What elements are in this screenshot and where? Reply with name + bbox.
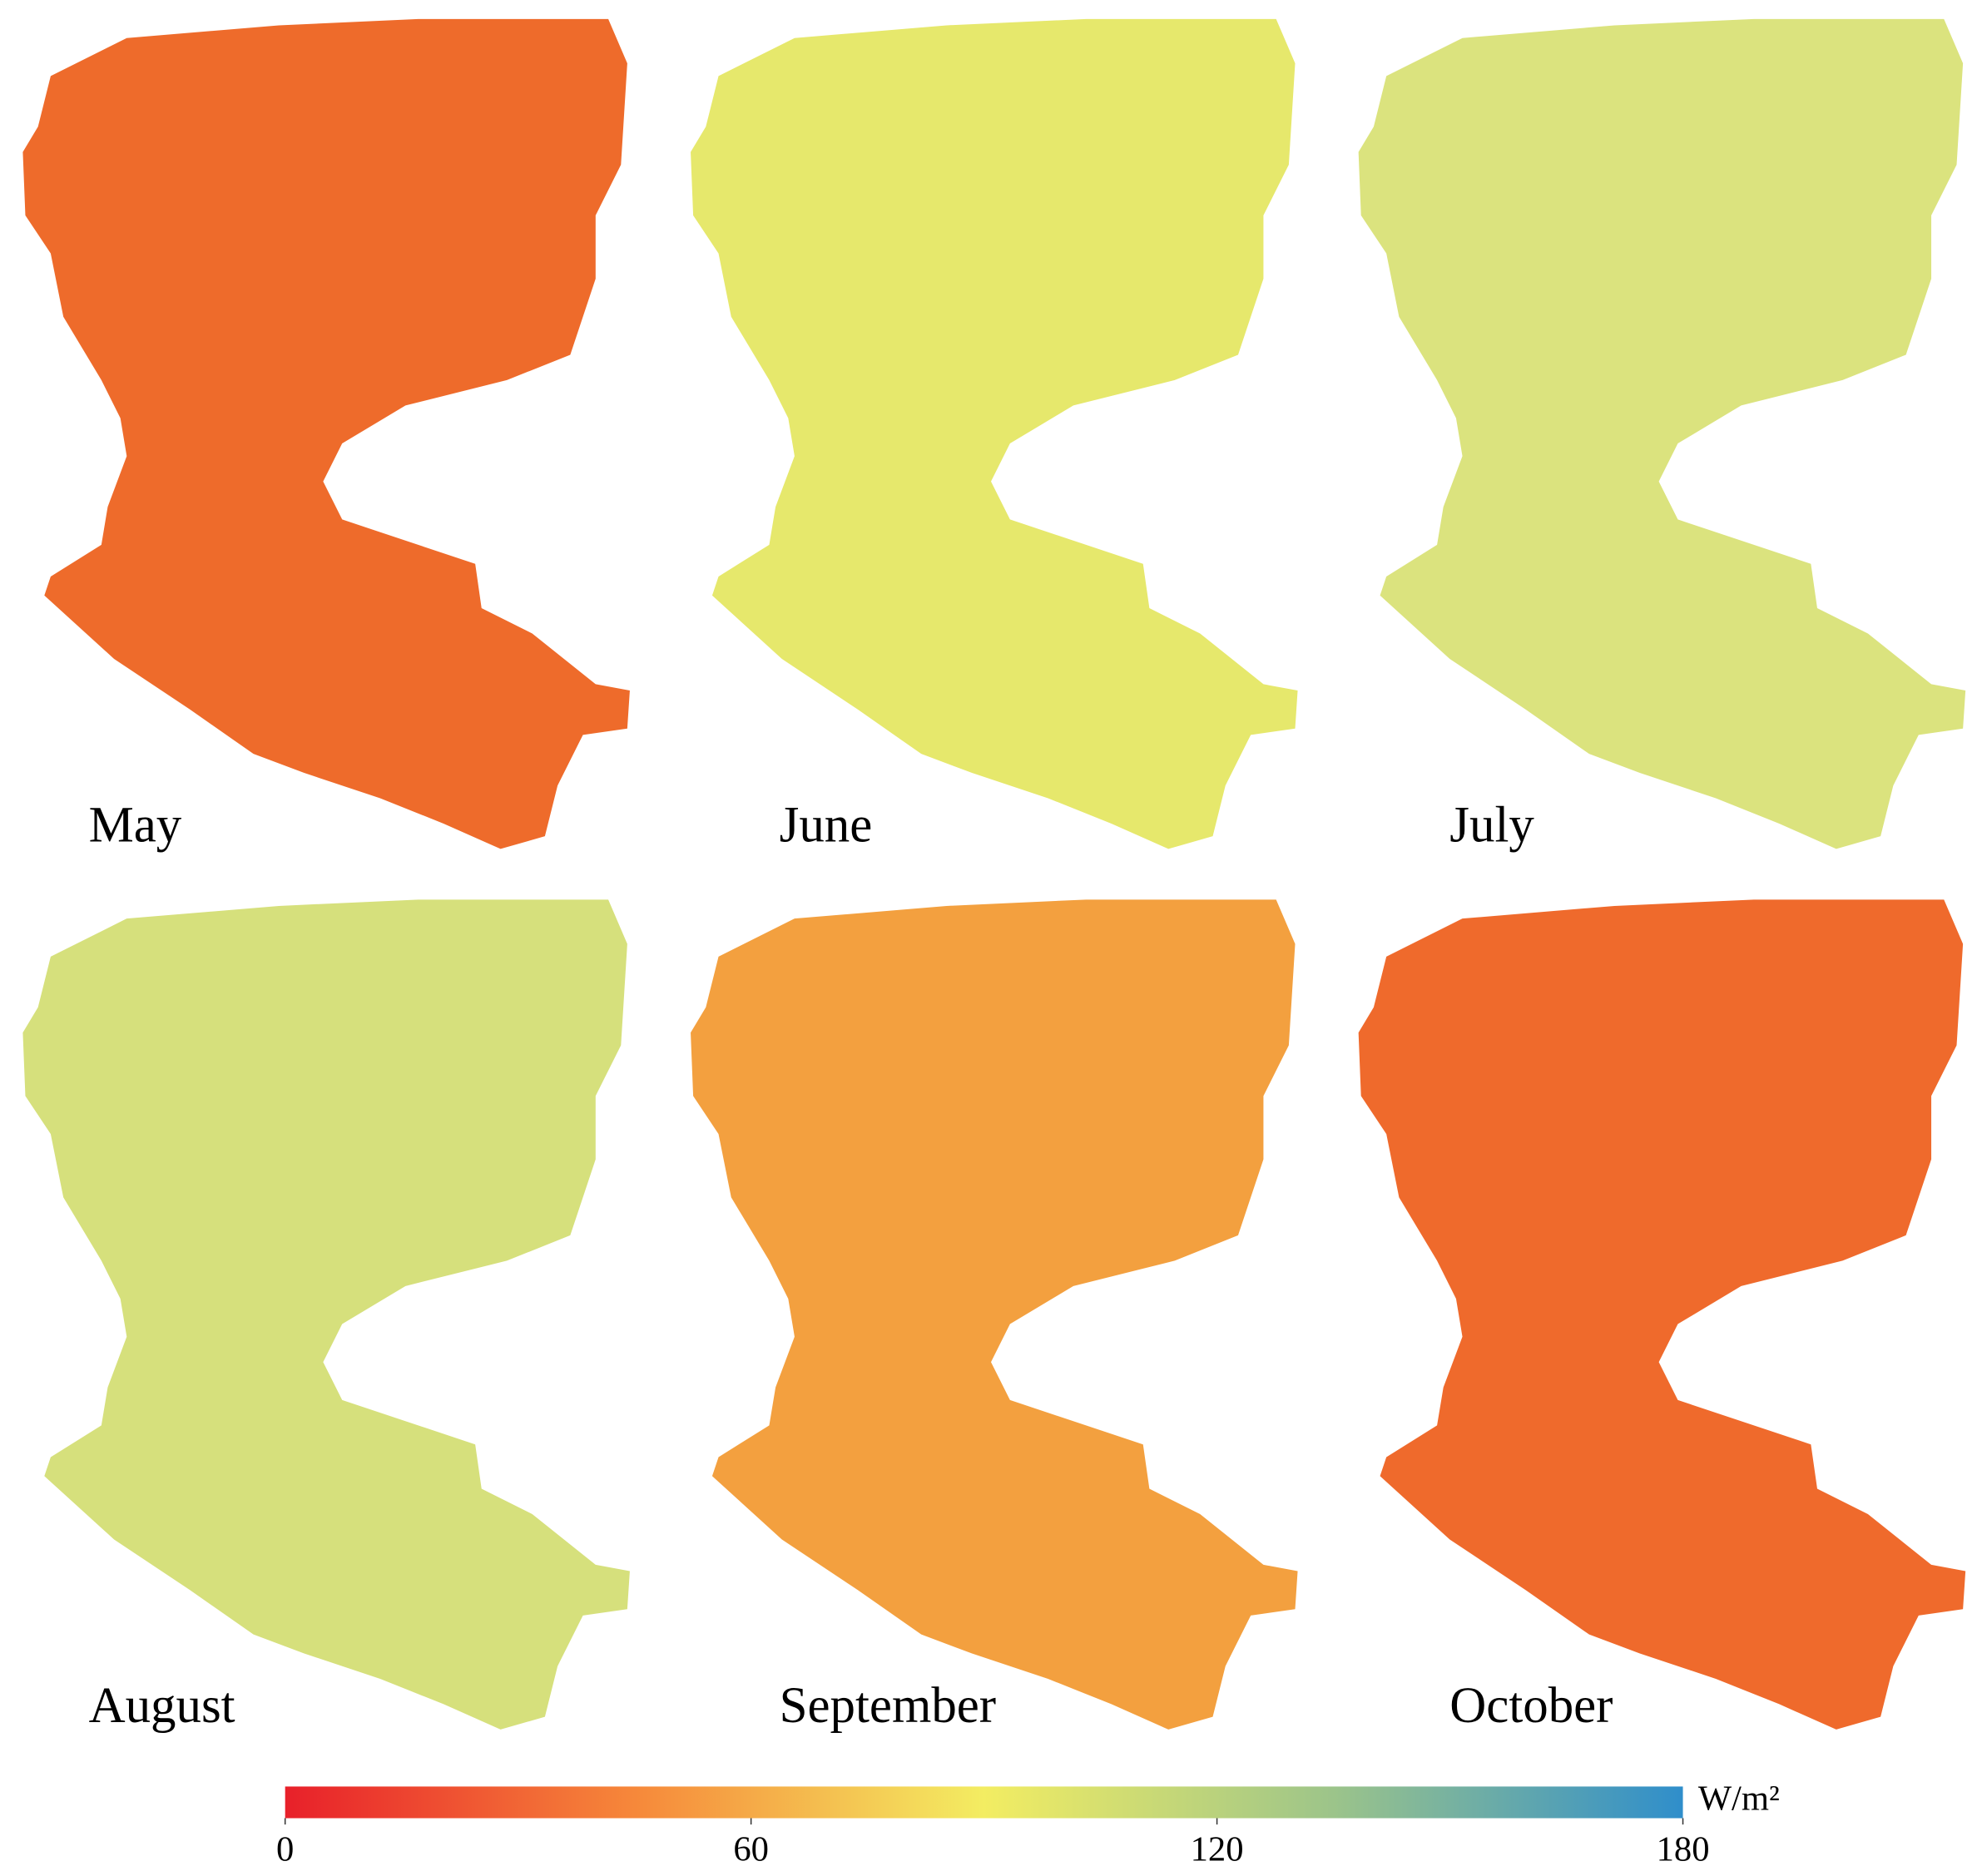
panel-label: August xyxy=(89,1678,235,1734)
map-panel: May xyxy=(22,18,630,854)
panel-label: July xyxy=(1449,798,1534,854)
colorbar-tick-label: 60 xyxy=(733,1829,769,1869)
map-panel: August xyxy=(22,899,630,1734)
panel-label: May xyxy=(89,798,182,854)
map-panel: September xyxy=(691,899,1298,1734)
region-map xyxy=(691,18,1298,849)
colorbar-tick-label: 120 xyxy=(1191,1829,1244,1869)
region-map xyxy=(691,899,1298,1730)
colorbar-tick-label: 180 xyxy=(1657,1829,1710,1869)
region-map xyxy=(1358,18,1966,849)
region-map xyxy=(22,899,630,1730)
panel-label: June xyxy=(780,798,873,854)
map-panel: July xyxy=(1358,18,1966,854)
region-map xyxy=(22,18,630,849)
map-panel: October xyxy=(1358,899,1966,1734)
figure-body: May June July August September October W/m² 0 60… xyxy=(22,18,1966,1869)
map-panel: June xyxy=(691,18,1298,854)
colorbar-unit: W/m² xyxy=(1698,1779,1780,1818)
panel-label: October xyxy=(1449,1678,1613,1734)
region-map xyxy=(1358,899,1966,1730)
colorbar xyxy=(285,1786,1683,1819)
panel-label: September xyxy=(780,1678,996,1734)
colorbar-tick-label: 0 xyxy=(276,1829,294,1869)
